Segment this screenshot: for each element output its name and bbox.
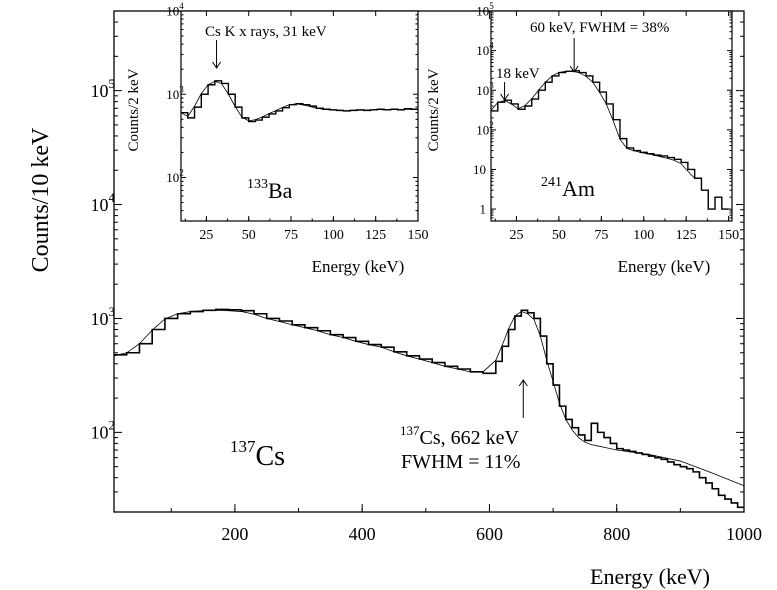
ba-y-tick-exp: 4 <box>179 1 184 11</box>
main-smooth-curve <box>113 309 745 487</box>
ba-y-tick-exp: 3 <box>179 84 184 94</box>
am241-18kev-arrow-head <box>500 93 509 101</box>
am-y-tick-label: 102 <box>476 120 494 138</box>
ba133-arrow-head <box>212 61 221 69</box>
am-x-tick-label: 50 <box>552 228 566 243</box>
ba-x-tick-label: 25 <box>199 228 213 243</box>
main-x-tick-label: 600 <box>476 524 503 544</box>
ba-x-tick-label: 75 <box>284 228 298 243</box>
main-x-tick-label: 400 <box>349 524 376 544</box>
ba-x-tick-label: 100 <box>323 228 344 243</box>
main-x-tick-label: 1000 <box>726 524 762 544</box>
ba-y-tick-base: 10 <box>166 170 179 185</box>
am-y-tick-base: 10 <box>476 4 489 19</box>
main-y-tick-base: 10 <box>91 81 109 101</box>
am241-18kev-annotation: 18 keV <box>496 66 540 82</box>
main-y-tick-base: 10 <box>91 309 109 329</box>
main-y-tick-label: 103 <box>91 305 115 329</box>
am241-series <box>490 70 729 210</box>
cs137-peak-label: 137Cs, 662 keV <box>400 423 520 449</box>
ba-smooth-curve <box>180 80 419 122</box>
am-x-tick-label: 125 <box>676 228 697 243</box>
main-y-tick-base: 10 <box>91 423 109 443</box>
am-y-tick-exp: 2 <box>489 120 494 130</box>
main-y-tick-exp: 2 <box>109 419 115 433</box>
am-x-tick-label: 25 <box>509 228 523 243</box>
am-x-tick-label: 100 <box>633 228 654 243</box>
ba-x-tick-label: 125 <box>365 228 386 243</box>
ba-x-tick-label: 50 <box>242 228 256 243</box>
am-y-tick-exp: 4 <box>489 41 494 51</box>
ba-y-tick-label: 102 <box>166 168 184 186</box>
main-step-histogram <box>114 308 744 509</box>
cs137-peak-text: Cs, 662 keV <box>420 427 520 449</box>
am-y-tick-exp: 3 <box>489 80 494 90</box>
main-isotope-symbol: Cs <box>256 441 286 472</box>
am-step-histogram <box>491 70 729 210</box>
cs137-arrow-head <box>518 379 528 387</box>
ba133-isotope-label: 133Ba <box>247 177 293 203</box>
am-x-tick-label: 75 <box>594 228 608 243</box>
ba133-annotation: Cs K x rays, 31 keV <box>205 24 327 40</box>
am241-60kev-annotation: 60 keV, FWHM = 38% <box>530 20 669 36</box>
main-y-axis-label: Counts/10 keV <box>28 127 54 272</box>
am-y-tick-base: 10 <box>476 122 489 137</box>
am-y-tick-label: 104 <box>476 41 494 59</box>
ba-y-tick-label: 103 <box>166 84 184 102</box>
am-smooth-curve <box>490 70 695 179</box>
cs137-fwhm-label: FWHM = 11% <box>401 451 520 473</box>
ba133-plot-frame <box>180 10 419 222</box>
main-x-tick-label: 800 <box>603 524 630 544</box>
main-y-tick-exp: 3 <box>109 305 115 319</box>
main-series <box>113 308 745 509</box>
main-y-tick-base: 10 <box>91 195 109 215</box>
main-y-tick-label: 105 <box>91 77 115 101</box>
am-y-tick-label: 10 <box>473 162 486 177</box>
ba133-isotope-mass: 133 <box>247 177 268 192</box>
ba-y-tick-label: 104 <box>166 1 184 19</box>
main-x-tick-label: 200 <box>221 524 248 544</box>
cs137-peak-mass: 137 <box>400 423 420 438</box>
am-y-tick-base: 10 <box>473 162 486 177</box>
ba133-x-axis-label: Energy (keV) <box>312 257 405 276</box>
ba-x-tick-label: 150 <box>408 228 429 243</box>
main-y-tick-label: 102 <box>91 419 115 443</box>
am-y-tick-exp: 5 <box>489 1 494 11</box>
am-y-tick-label: 105 <box>476 1 494 19</box>
am-y-tick-base: 10 <box>476 43 489 58</box>
am241-isotope-label: 241Am <box>541 175 595 201</box>
am-x-tick-label: 150 <box>718 228 739 243</box>
ba-y-tick-base: 10 <box>166 4 179 19</box>
am-y-tick-label: 1 <box>480 202 487 217</box>
am-y-tick-base: 1 <box>480 202 487 217</box>
ba133-series <box>180 80 419 123</box>
am241-y-axis-label: Counts/2 keV <box>426 68 442 151</box>
am241-x-axis-label: Energy (keV) <box>618 257 711 276</box>
am-y-tick-base: 10 <box>476 83 489 98</box>
ba-y-tick-exp: 2 <box>179 168 184 178</box>
main-plot-frame <box>113 10 745 513</box>
am241-60kev-arrow-head <box>569 65 579 73</box>
main-y-tick-exp: 4 <box>109 191 116 205</box>
main-isotope-mass: 137 <box>230 437 256 456</box>
main-y-tick-label: 104 <box>91 191 116 215</box>
ba133-isotope-symbol: Ba <box>268 178 293 203</box>
main-y-tick-exp: 5 <box>109 77 115 91</box>
am-y-tick-label: 103 <box>476 80 494 98</box>
am241-isotope-symbol: Am <box>562 176 595 201</box>
main-isotope-label: 137Cs <box>230 437 285 472</box>
ba133-y-axis-label: Counts/2 keV <box>126 68 142 151</box>
ba-y-tick-base: 10 <box>166 87 179 102</box>
main-x-axis-label: Energy (keV) <box>590 564 710 589</box>
am241-isotope-mass: 241 <box>541 175 562 190</box>
